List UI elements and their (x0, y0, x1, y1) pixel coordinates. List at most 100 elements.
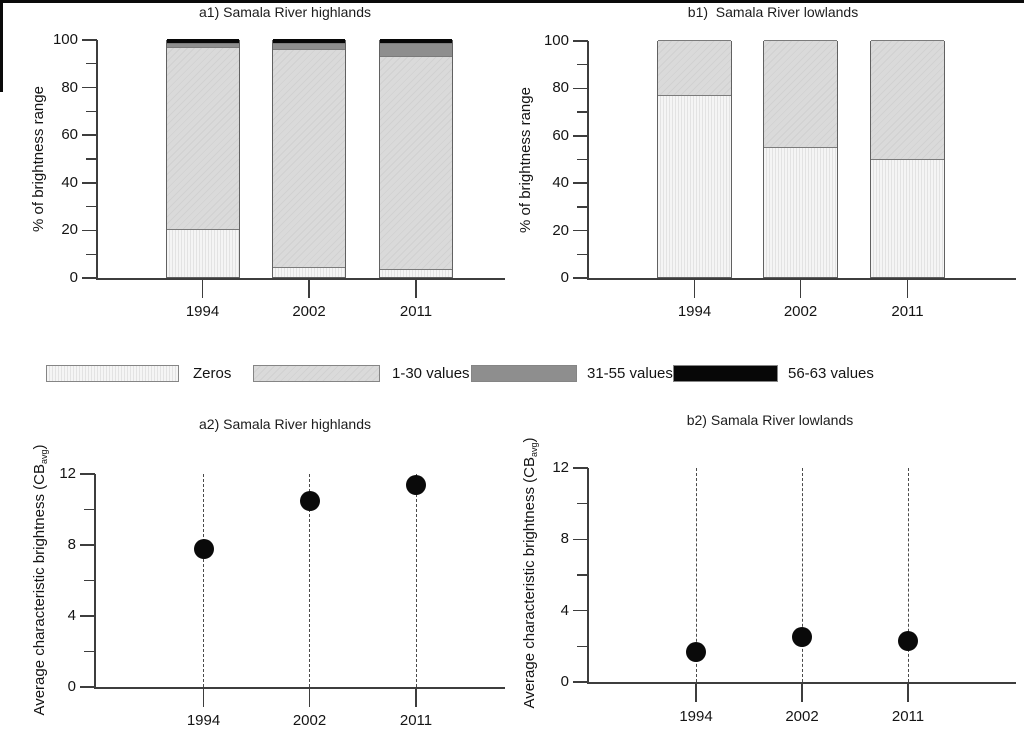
y-tick-label: 0 (69, 269, 78, 286)
guide-dashed-line (801, 468, 803, 682)
bar-segment-v1_30 (273, 48, 345, 268)
year-label: 1994 (185, 303, 220, 320)
y-major-tick (573, 681, 588, 683)
stacked-bar-1994 (657, 40, 732, 278)
y-tick-label: 0 (67, 678, 76, 695)
legend-label-zeros: Zeros (193, 365, 232, 382)
y-tick-label: 60 (61, 126, 78, 144)
y-minor-tick (86, 110, 97, 113)
bar-segment-v56_63 (166, 39, 239, 43)
year-label: 2002 (785, 708, 819, 725)
guide-dashed-line (415, 474, 417, 687)
y-axis-title-text: avg (529, 442, 539, 458)
y-minor-tick (577, 206, 588, 208)
panel-title: a1) Samala River highlands (199, 4, 371, 20)
bar-segment-zeros (658, 94, 731, 277)
scan-border-left (0, 0, 3, 92)
y-tick-label: 0 (560, 673, 569, 690)
x-axis-line (587, 278, 1016, 280)
y-minor-tick (84, 650, 95, 653)
y-major-tick (82, 86, 97, 89)
y-tick-label: 12 (59, 465, 76, 482)
year-label: 2011 (399, 712, 433, 729)
year-label: 1994 (186, 712, 221, 729)
y-minor-tick (577, 574, 588, 576)
legend-label-v31_55: 31-55 values (587, 365, 673, 382)
x-tick (693, 279, 696, 298)
y-major-tick (573, 182, 588, 184)
y-minor-tick (86, 253, 97, 255)
x-tick (415, 279, 417, 298)
x-tick (308, 279, 310, 298)
x-axis-line (94, 687, 505, 689)
bar-segment-v1_30 (380, 55, 452, 269)
y-minor-tick (86, 205, 97, 208)
stacked-bar-2011 (379, 39, 453, 278)
y-major-tick (573, 609, 588, 612)
year-label: 1994 (679, 708, 713, 725)
y-tick-label: 40 (61, 173, 78, 191)
stacked-bar-2002 (763, 40, 838, 278)
y-tick-label: 80 (552, 79, 569, 97)
x-tick (906, 279, 909, 298)
legend-swatch-v1_30 (253, 365, 380, 382)
y-tick-label: 0 (560, 269, 569, 286)
y-major-tick (573, 87, 588, 90)
stacked-bar-1994 (165, 39, 240, 278)
bar-segment-v56_63 (380, 39, 452, 43)
y-minor-tick (86, 158, 97, 160)
y-major-tick (80, 473, 95, 475)
x-tick (799, 279, 802, 298)
y-tick-label: 12 (552, 459, 569, 476)
y-minor-tick (577, 64, 588, 66)
y-major-tick (82, 229, 97, 232)
bar-segment-zeros (273, 267, 345, 277)
y-minor-tick (577, 158, 588, 161)
bar-segment-zeros (380, 268, 452, 277)
x-tick (801, 683, 803, 702)
y-major-tick (573, 135, 588, 137)
bar-segment-v31_55 (273, 42, 345, 49)
bar-segment-v1_30 (166, 47, 239, 230)
year-label: 2002 (783, 303, 818, 320)
legend-label-v1_30: 1-30 values (392, 365, 470, 382)
year-label: 1994 (677, 303, 712, 320)
x-axis-line (587, 682, 1016, 684)
x-tick (695, 683, 697, 702)
data-point-1994 (193, 538, 214, 559)
y-tick-label: 20 (61, 221, 78, 239)
data-point-2011 (898, 630, 918, 651)
scan-border-top (0, 0, 1024, 3)
y-tick-label: 100 (52, 31, 78, 48)
bar-segment-zeros (166, 229, 239, 277)
data-point-1994 (686, 641, 706, 662)
y-tick-label: 20 (552, 221, 569, 239)
y-minor-tick (84, 579, 95, 582)
y-major-tick (573, 40, 588, 42)
bar-segment-v1_30 (764, 40, 837, 147)
y-tick-label: 8 (67, 536, 76, 553)
bar-segment-v1_30 (871, 40, 944, 159)
y-major-tick (80, 686, 95, 688)
legend-swatch-zeros (46, 365, 179, 382)
year-label: 2011 (891, 708, 925, 725)
year-label: 2002 (292, 712, 327, 729)
data-point-2002 (299, 490, 320, 511)
y-minor-tick (577, 645, 588, 648)
y-major-tick (573, 277, 588, 279)
guide-dashed-line (309, 474, 310, 687)
y-tick-label: 40 (552, 174, 569, 192)
x-tick (202, 688, 205, 707)
x-tick (308, 688, 311, 707)
guide-dashed-line (203, 474, 204, 687)
bar-segment-v56_63 (273, 39, 345, 43)
y-tick-label: 80 (61, 78, 78, 96)
bar-segment-v1_30 (658, 40, 731, 95)
stacked-bar-2002 (272, 39, 346, 278)
y-major-tick (82, 277, 97, 279)
y-axis-title-text: avg (39, 449, 49, 465)
guide-dashed-line (907, 468, 909, 682)
bar-segment-v31_55 (380, 42, 452, 56)
y-major-tick (82, 182, 97, 184)
y-tick-label: 60 (552, 126, 569, 144)
